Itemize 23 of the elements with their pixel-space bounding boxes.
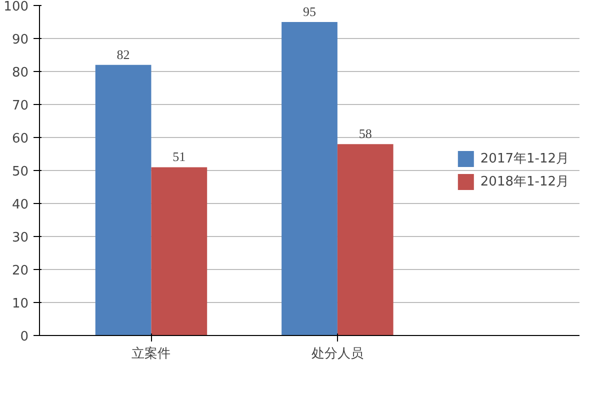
legend-label: 2018年1-12月 — [480, 174, 569, 190]
bar — [282, 22, 338, 336]
data-label: 95 — [303, 4, 316, 19]
data-label: 51 — [172, 149, 186, 164]
y-tick-label: 40 — [12, 198, 29, 212]
bar — [337, 144, 394, 336]
y-tick-label: 50 — [12, 164, 29, 180]
y-tick-label: 20 — [12, 264, 29, 278]
legend-label: 2017年1-12月 — [480, 150, 569, 168]
data-label: 82 — [116, 46, 130, 62]
y-tick-label: 30 — [12, 230, 29, 246]
bar — [151, 167, 208, 336]
y-tick-label: 80 — [12, 66, 29, 80]
y-tick-label: 10 — [12, 296, 29, 312]
y-tick-label: 70 — [12, 98, 29, 114]
data-label: 58 — [358, 126, 372, 142]
x-tick-label: 立案件 — [132, 346, 171, 362]
y-tick-label: 60 — [12, 132, 29, 146]
y-tick-label: 0 — [20, 330, 29, 344]
y-tick-label: 100 — [4, 0, 29, 14]
bar — [95, 64, 152, 336]
y-tick-label: 90 — [12, 32, 29, 48]
x-tick-label: 处分人员 — [311, 346, 364, 362]
